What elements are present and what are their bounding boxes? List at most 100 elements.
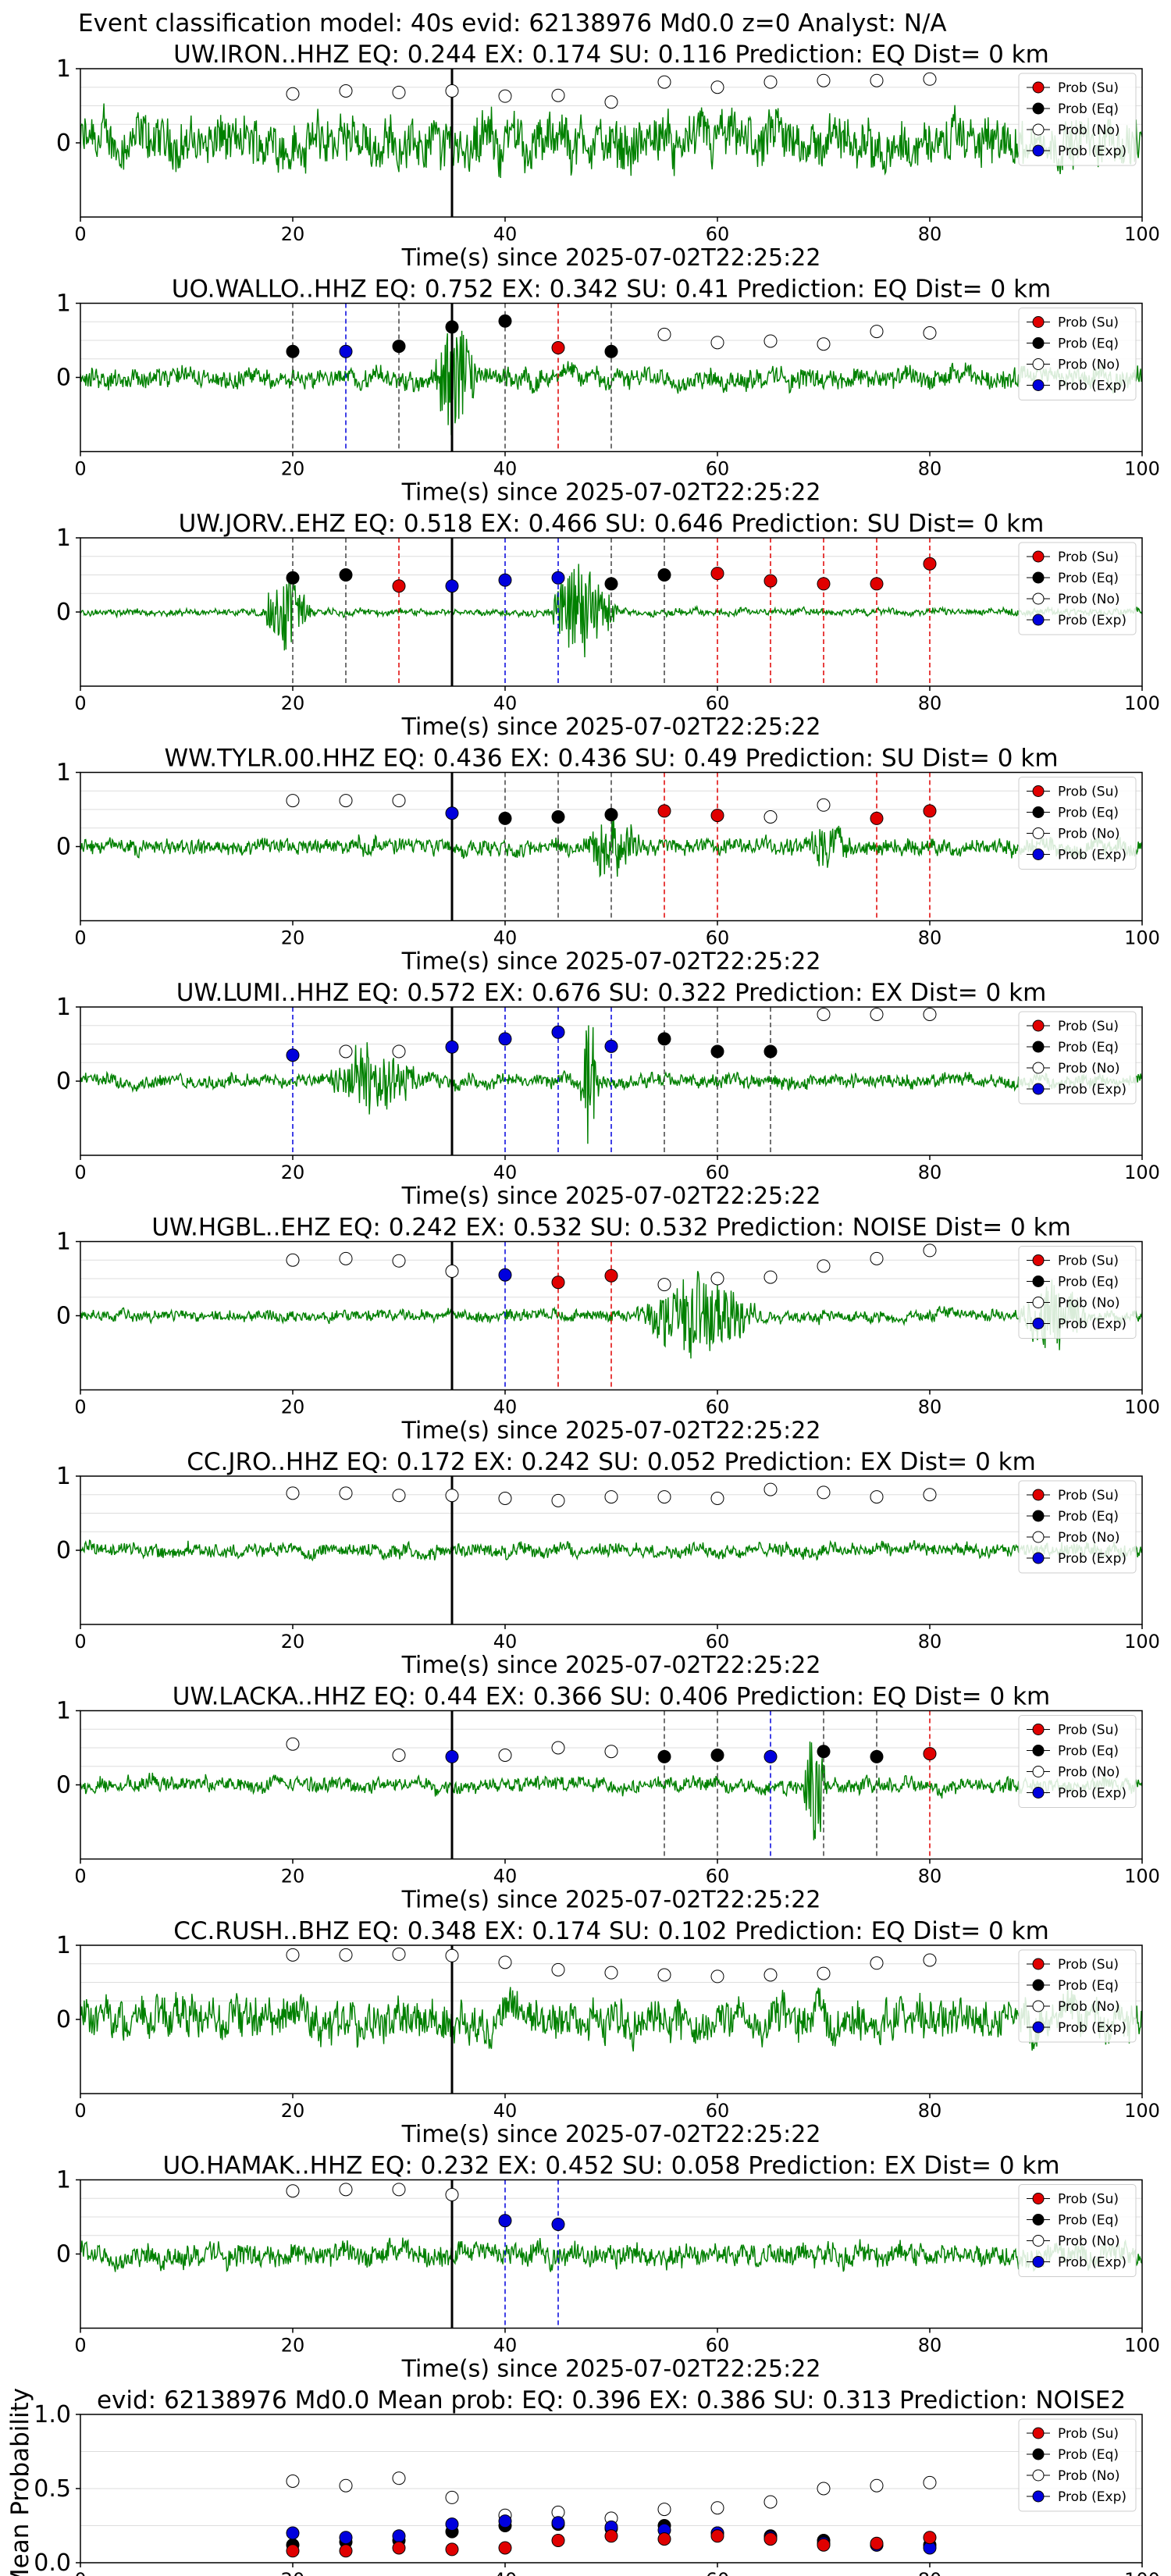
waveform-trace: [80, 1741, 1142, 1841]
x-tick-label: 40: [493, 927, 518, 949]
station-panel-CC.JRO..HHZ: CC.JRO..HHZ EQ: 0.172 EX: 0.242 SU: 0.05…: [56, 1448, 1160, 1679]
legend-label: Prob (Eq): [1058, 1744, 1119, 1759]
summary-panel: evid: 62138976 Md0.0 Mean prob: EQ: 0.39…: [6, 2386, 1160, 2576]
prob-point-no: [923, 1244, 937, 1258]
prob-point-su: [817, 577, 831, 591]
prob-point-no: [923, 1488, 937, 1502]
prob-point-su: [870, 577, 884, 591]
mean-prob-point-no: [763, 2495, 778, 2509]
legend-marker-no: [1032, 358, 1045, 370]
prob-point-no: [870, 1490, 884, 1504]
prob-point-exp: [445, 579, 459, 593]
legend-box: [1018, 1949, 1137, 2043]
legend-label: Prob (Eq): [1058, 101, 1119, 117]
x-axis-label: Time(s) since 2025-07-02T22:25:22: [401, 948, 821, 976]
legend-label: Prob (Exp): [1058, 144, 1127, 159]
legend-label: Prob (Exp): [1058, 613, 1127, 628]
legend: Prob (Su) Prob (Eq) Prob (No) Prob (Exp): [1018, 73, 1137, 166]
x-tick-label: 40: [493, 2335, 518, 2357]
station-panel-UW.HGBL..EHZ: UW.HGBL..EHZ EQ: 0.242 EX: 0.532 SU: 0.5…: [56, 1214, 1160, 1445]
legend-label: Prob (Exp): [1058, 1551, 1127, 1567]
legend-marker-su: [1032, 785, 1045, 797]
x-tick-label: 20: [281, 1631, 305, 1653]
legend-label: Prob (No): [1058, 592, 1120, 607]
prob-point-no: [445, 1489, 459, 1503]
mean-prob-point-exp: [498, 2514, 512, 2528]
panel-title: UO.HAMAK..HHZ EQ: 0.232 EX: 0.452 SU: 0.…: [162, 2152, 1059, 2180]
prob-point-exp: [498, 573, 512, 587]
mean-prob-point-no: [657, 2503, 671, 2517]
prob-point-no: [710, 336, 724, 350]
station-panel-UO.WALLO..HHZ: UO.WALLO..HHZ EQ: 0.752 EX: 0.342 SU: 0.…: [56, 276, 1160, 507]
y-tick-label: 0: [56, 1537, 71, 1564]
prob-point-su: [551, 1276, 565, 1290]
mean-prob-point-su: [604, 2529, 618, 2543]
legend-marker-exp: [1032, 1083, 1045, 1095]
prob-point-no: [498, 1749, 512, 1762]
legend-label: Prob (Eq): [1058, 1509, 1119, 1525]
x-tick-label: 40: [493, 692, 518, 714]
prob-point-no: [923, 326, 937, 340]
mean-prob-point-su: [445, 2542, 459, 2556]
legend-label: Prob (Eq): [1058, 571, 1119, 586]
legend-label: Prob (No): [1058, 1296, 1120, 1311]
mean-prob-point-exp: [445, 2517, 459, 2532]
mean-prob-point-no: [817, 2482, 831, 2496]
prob-point-no: [392, 794, 406, 808]
prob-point-no: [604, 1490, 618, 1504]
prob-point-exp: [339, 344, 353, 358]
prob-point-no: [445, 1948, 459, 1962]
legend-label: Prob (Eq): [1058, 2213, 1119, 2229]
prob-point-no: [392, 1254, 406, 1268]
x-tick-label: 60: [706, 927, 730, 949]
legend-marker-exp: [1032, 2490, 1045, 2503]
x-tick-label: 40: [493, 2100, 518, 2122]
prob-point-no: [817, 1008, 831, 1021]
legend-marker-eq: [1032, 1510, 1045, 1522]
legend-label: Prob (Su): [1058, 1254, 1119, 1269]
prob-point-exp: [498, 1268, 512, 1282]
legend-marker-eq: [1032, 2448, 1045, 2460]
station-panel-UW.IRON..HHZ: UW.IRON..HHZ EQ: 0.244 EX: 0.174 SU: 0.1…: [56, 41, 1160, 272]
prob-point-eq: [604, 808, 618, 822]
prob-point-no: [286, 794, 300, 808]
legend-marker-no: [1032, 1531, 1045, 1543]
prob-point-no: [657, 75, 671, 89]
x-tick-label: 100: [1124, 1397, 1160, 1418]
prob-point-no: [604, 1745, 618, 1759]
legend-label: Prob (Su): [1058, 550, 1119, 565]
legend-marker-su: [1032, 81, 1045, 94]
y-tick-label: 0: [56, 2006, 71, 2033]
station-panel-CC.RUSH..BHZ: CC.RUSH..BHZ EQ: 0.348 EX: 0.174 SU: 0.1…: [56, 1917, 1160, 2148]
legend-marker-su: [1032, 1489, 1045, 1501]
legend-marker-su: [1032, 316, 1045, 328]
prob-point-no: [339, 84, 353, 98]
legend-marker-su: [1032, 1958, 1045, 1970]
panel-title: CC.RUSH..BHZ EQ: 0.348 EX: 0.174 SU: 0.1…: [173, 1917, 1049, 1945]
legend-marker-su: [1032, 1724, 1045, 1735]
prob-point-no: [339, 1044, 353, 1059]
prob-point-no: [657, 1490, 671, 1504]
prob-point-no: [551, 1741, 565, 1755]
x-tick-label: 60: [706, 1397, 730, 1418]
prob-point-eq: [763, 1044, 778, 1059]
prob-point-exp: [604, 1039, 618, 1053]
prob-point-su: [923, 557, 937, 571]
legend-box: [1018, 542, 1137, 635]
prob-point-no: [870, 325, 884, 339]
prob-point-exp: [498, 1032, 512, 1046]
mean-prob-point-su: [551, 2534, 565, 2547]
mean-prob-point-su: [286, 2544, 300, 2558]
prob-point-no: [339, 2183, 353, 2197]
y-tick-label: 1: [56, 525, 71, 552]
legend-box: [1018, 1480, 1137, 1574]
mean-prob-point-no: [445, 2490, 459, 2504]
prob-point-su: [710, 567, 724, 581]
x-tick-label: 80: [918, 458, 942, 480]
legend-label: Prob (Exp): [1058, 2255, 1127, 2271]
legend: Prob (Su) Prob (Eq) Prob (No) Prob (Exp): [1018, 2184, 1137, 2277]
prob-point-no: [657, 1278, 671, 1292]
x-tick-label: 40: [493, 2569, 518, 2576]
prob-point-no: [870, 73, 884, 87]
